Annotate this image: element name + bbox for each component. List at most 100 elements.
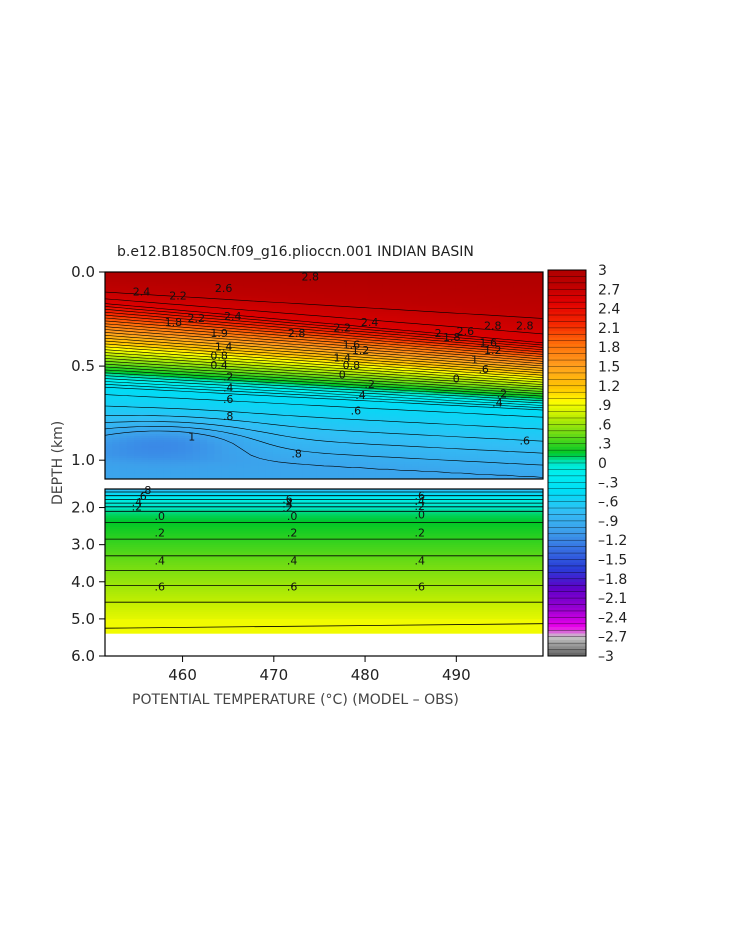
upper-fill-cell xyxy=(331,272,340,275)
upper-fill-cell xyxy=(331,308,340,311)
upper-fill-cell xyxy=(309,370,318,373)
upper-fill-cell xyxy=(156,414,164,417)
upper-fill-cell xyxy=(360,462,369,465)
upper-fill-cell xyxy=(324,466,332,469)
upper-fill-cell xyxy=(134,408,143,411)
upper-fill-cell xyxy=(126,456,135,459)
upper-fill-cell xyxy=(214,328,223,331)
upper-fill-cell xyxy=(156,410,164,413)
upper-fill-cell xyxy=(440,284,449,287)
upper-fill-cell xyxy=(360,430,369,433)
upper-fill-cell xyxy=(185,466,194,469)
upper-fill-cell xyxy=(345,340,354,343)
upper-fill-cell xyxy=(170,272,179,275)
upper-fill-cell xyxy=(265,450,274,453)
upper-fill-cell xyxy=(287,318,296,321)
upper-fill-cell xyxy=(294,328,303,331)
upper-fill-cell xyxy=(287,370,296,373)
upper-fill-cell xyxy=(440,280,449,283)
upper-fill-cell xyxy=(265,430,274,433)
upper-fill-cell xyxy=(221,278,230,281)
upper-fill-cell xyxy=(119,348,128,351)
upper-fill-cell xyxy=(265,386,274,389)
upper-fill-cell xyxy=(251,470,259,473)
upper-fill-cell xyxy=(345,302,354,305)
upper-fill-cell xyxy=(338,280,347,283)
upper-fill-cell xyxy=(251,376,259,379)
upper-fill-cell xyxy=(448,344,456,347)
upper-fill-cell xyxy=(148,386,157,389)
upper-fill-cell xyxy=(302,364,310,367)
upper-fill-cell xyxy=(382,440,391,443)
upper-fill-cell xyxy=(199,406,208,409)
upper-fill-cell xyxy=(265,454,274,457)
upper-fill-cell xyxy=(353,470,362,473)
upper-fill-cell xyxy=(141,350,150,353)
upper-fill-cell xyxy=(214,278,223,281)
upper-fill-cell xyxy=(207,408,216,411)
upper-fill-cell xyxy=(148,370,157,373)
upper-fill-cell xyxy=(397,404,405,407)
upper-fill-cell xyxy=(112,300,121,303)
upper-fill-cell xyxy=(229,456,237,459)
upper-fill-cell xyxy=(192,392,201,395)
upper-fill-cell xyxy=(112,346,121,349)
upper-fill-cell xyxy=(163,284,172,287)
upper-fill-cell xyxy=(367,434,376,437)
upper-fill-cell xyxy=(126,286,135,289)
upper-fill-cell xyxy=(265,314,274,317)
upper-fill-cell xyxy=(272,414,281,417)
upper-fill-cell xyxy=(331,434,340,437)
upper-fill-cell xyxy=(243,386,252,389)
upper-fill-cell xyxy=(338,318,347,321)
upper-fill-cell xyxy=(418,302,427,305)
upper-fill-cell xyxy=(126,374,135,377)
upper-fill-cell xyxy=(360,294,369,297)
upper-fill-cell xyxy=(375,374,383,377)
upper-fill-cell xyxy=(258,294,267,297)
upper-fill-cell xyxy=(316,378,325,381)
upper-fill-cell xyxy=(243,436,252,439)
upper-fill-cell xyxy=(170,334,179,337)
upper-fill-cell xyxy=(192,428,201,431)
upper-fill-cell xyxy=(141,422,150,425)
upper-fill-cell xyxy=(411,280,420,283)
upper-fill-cell xyxy=(353,310,362,313)
upper-fill-cell xyxy=(156,420,164,423)
upper-fill-cell xyxy=(331,374,340,377)
upper-fill-cell xyxy=(426,362,435,365)
upper-fill-cell xyxy=(148,292,157,295)
upper-fill-cell xyxy=(119,454,128,457)
upper-fill-cell xyxy=(236,470,245,473)
upper-fill-cell xyxy=(316,302,325,305)
upper-fill-cell xyxy=(316,450,325,453)
upper-fill-cell xyxy=(272,332,281,335)
upper-fill-cell xyxy=(309,406,318,409)
upper-fill-cell xyxy=(134,448,143,451)
upper-fill-cell xyxy=(221,320,230,323)
upper-fill-cell xyxy=(243,468,252,471)
upper-fill-cell xyxy=(382,438,391,441)
upper-fill-cell xyxy=(265,356,274,359)
upper-fill-cell xyxy=(287,328,296,331)
upper-fill-cell xyxy=(272,400,281,403)
upper-fill-cell xyxy=(119,320,128,323)
upper-fill-cell xyxy=(251,292,259,295)
upper-fill-cell xyxy=(170,306,179,309)
upper-fill-cell xyxy=(251,368,259,371)
upper-fill-cell xyxy=(360,422,369,425)
upper-fill-cell xyxy=(331,410,340,413)
upper-fill-cell xyxy=(433,368,442,371)
upper-fill-cell xyxy=(294,312,303,315)
upper-fill-cell xyxy=(258,434,267,437)
upper-fill-cell xyxy=(265,272,274,275)
upper-fill-cell xyxy=(258,414,267,417)
upper-fill-cell xyxy=(148,476,157,479)
upper-fill-cell xyxy=(265,342,274,345)
upper-fill-cell xyxy=(243,364,252,367)
upper-fill-cell xyxy=(156,450,164,453)
upper-fill-cell xyxy=(397,340,405,343)
upper-fill-cell xyxy=(345,282,354,285)
upper-fill-cell xyxy=(163,438,172,441)
upper-fill-cell xyxy=(375,470,383,473)
